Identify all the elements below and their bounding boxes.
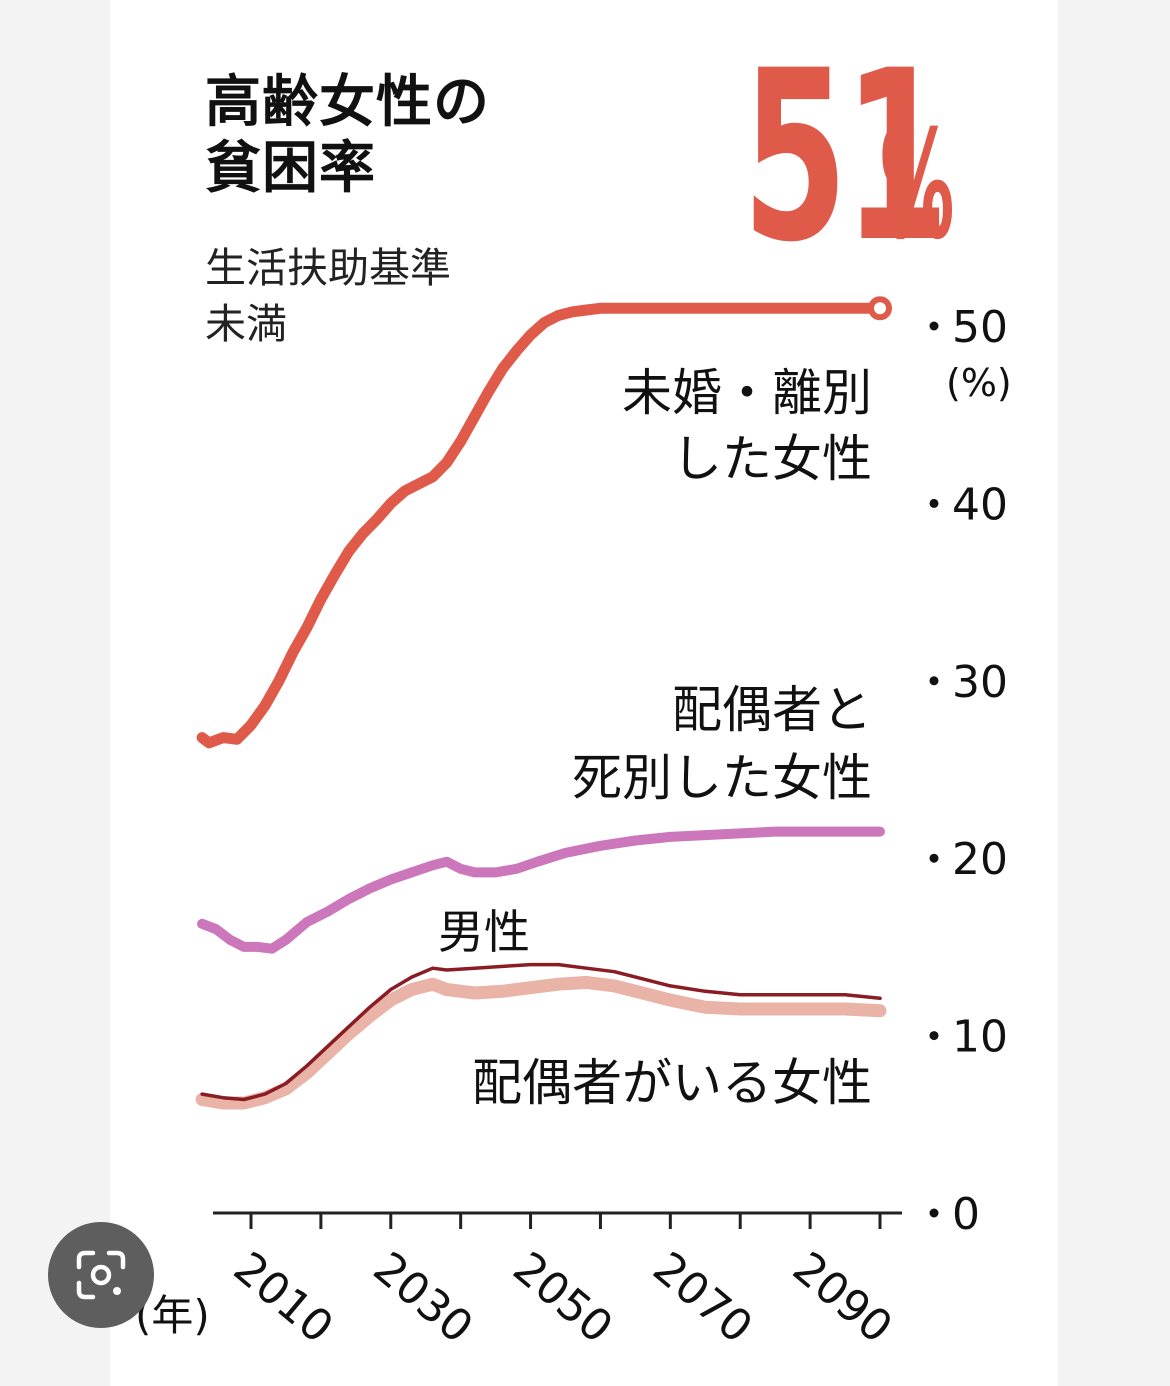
label-married: 配偶者がいる女性	[472, 1054, 872, 1112]
x-tick-label-2070: 2070	[643, 1242, 762, 1353]
title-line-1: 高齢女性の	[205, 70, 490, 135]
google-lens-icon	[76, 1250, 126, 1300]
y-tick-dot-10	[929, 1031, 939, 1041]
y-tick-dot-0	[929, 1208, 939, 1218]
series-line-widowed	[197, 826, 885, 954]
subtitle-line-1: 生活扶助基準	[205, 244, 451, 292]
y-tick-label-20: 20	[952, 834, 1008, 885]
y-tick-label-10: 10	[952, 1012, 1008, 1063]
label-unmarried-line-2: した女性	[672, 430, 872, 488]
subtitle-line-2: 未満	[205, 300, 287, 348]
label-male: 男性	[438, 905, 530, 959]
series-line-married	[195, 975, 887, 1110]
y-tick-label-40: 40	[952, 479, 1008, 530]
x-tick-label-2090: 2090	[783, 1242, 902, 1353]
x-tick-label-2050: 2050	[503, 1242, 622, 1353]
y-tick-label-30: 30	[952, 657, 1008, 708]
y-tick-dot-40	[929, 498, 939, 508]
y-tick-dot-50	[929, 321, 939, 331]
headline-figure: 51%	[742, 28, 1024, 288]
lens-button[interactable]	[48, 1222, 154, 1328]
headline-percent: %	[880, 99, 955, 273]
label-unmarried-line-1: 未婚・離別	[622, 364, 872, 422]
label-widowed-line-2: 死別した女性	[572, 749, 872, 807]
chart-subtitle: 生活扶助基準 未満	[205, 240, 545, 352]
chart-title: 高齢女性の 貧困率	[205, 70, 605, 202]
y-tick-dot-20	[929, 853, 939, 863]
y-tick-label-50: 50	[952, 302, 1008, 353]
y-unit-label: (%)	[946, 361, 1012, 405]
series-layer	[195, 296, 892, 1110]
series-line-unmarried	[196, 302, 886, 749]
x-tick-label-2030: 2030	[364, 1242, 483, 1353]
label-widowed-line-1: 配偶者と	[672, 681, 872, 739]
headline-number: 51	[742, 21, 950, 294]
y-tick-label-0: 0	[952, 1189, 980, 1240]
series-line-male	[200, 962, 882, 1102]
end-marker-unmarried	[868, 296, 892, 321]
y-tick-dot-30	[929, 676, 939, 686]
x-tick-label-2010: 2010	[224, 1242, 343, 1353]
title-line-2: 貧困率	[205, 136, 376, 201]
